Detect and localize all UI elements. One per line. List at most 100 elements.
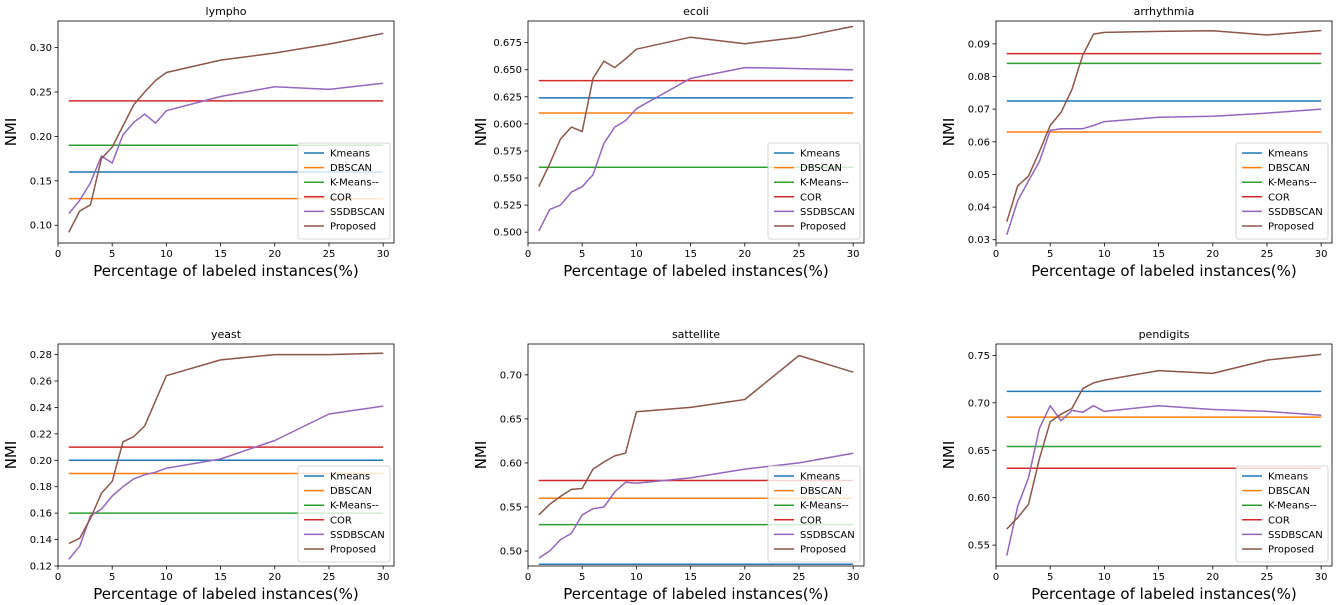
x-tick-label: 20: [1206, 572, 1219, 583]
y-tick-label: 0.60: [968, 493, 990, 504]
y-tick-label: 0.10: [30, 221, 52, 232]
y-tick-label: 0.600: [493, 119, 522, 130]
x-tick-label: 0: [55, 249, 61, 260]
chart-title: arrhythmia: [1134, 5, 1195, 18]
y-tick-label: 0.08: [968, 72, 990, 83]
y-tick-label: 0.30: [30, 43, 52, 54]
legend-label: DBSCAN: [330, 163, 372, 174]
legend: Kmeans DBSCAN K-Means-- COR SSDBSCAN Proposed: [1235, 142, 1329, 240]
series-line-proposed: [1006, 29, 1322, 223]
legend-label: COR: [330, 192, 352, 203]
legend: Kmeans DBSCAN K-Means-- COR SSDBSCAN Proposed: [297, 465, 391, 563]
legend-label: DBSCAN: [330, 486, 372, 497]
y-tick-label: 0.60: [500, 458, 522, 469]
x-tick-label: 25: [323, 249, 336, 260]
legend-label: SSDBSCAN: [800, 530, 855, 541]
x-tick-label: 30: [847, 249, 860, 260]
x-tick-label: 0: [993, 249, 999, 260]
legend-label: Kmeans: [330, 472, 370, 483]
y-tick-label: 0.18: [30, 482, 52, 493]
y-tick-label: 0.20: [30, 132, 52, 143]
y-tick-label: 0.75: [968, 351, 990, 362]
legend: Kmeans DBSCAN K-Means-- COR SSDBSCAN Proposed: [767, 465, 861, 563]
x-tick-label: 20: [268, 249, 281, 260]
x-axis-label: Percentage of labeled instances(%): [1031, 585, 1297, 603]
y-axis-label: NMI: [472, 441, 490, 470]
chart-title: sattellite: [672, 328, 720, 341]
y-tick-label: 0.650: [493, 65, 522, 76]
series-line-ssdbscan: [538, 452, 854, 559]
x-tick-label: 0: [525, 572, 531, 583]
legend-label: K-Means--: [330, 501, 379, 512]
chart-title: ecoli: [683, 5, 709, 18]
axes-frame: [995, 343, 1333, 567]
series-line-proposed: [68, 32, 384, 233]
x-axis-label: Percentage of labeled instances(%): [93, 585, 359, 603]
y-tick-label: 0.55: [968, 541, 990, 552]
legend-label: DBSCAN: [800, 486, 842, 497]
x-tick-label: 20: [738, 249, 751, 260]
x-tick-label: 10: [1098, 572, 1111, 583]
y-axis-label: NMI: [940, 118, 958, 147]
legend-label: Kmeans: [1268, 149, 1308, 160]
chart-3: yeast 0 5 10 15 20 25 30 0.12 0.14 0.16 0.18 0.20 0.2…: [2, 328, 395, 603]
legend-label: Proposed: [1268, 545, 1314, 556]
y-tick-label: 0.65: [500, 414, 522, 425]
y-tick-label: 0.575: [493, 146, 522, 157]
legend-label: COR: [1268, 515, 1290, 526]
x-axis-label: Percentage of labeled instances(%): [563, 585, 829, 603]
x-tick-label: 0: [55, 572, 61, 583]
y-axis-label: NMI: [940, 441, 958, 470]
axes-frame: [527, 20, 865, 244]
x-axis-label: Percentage of labeled instances(%): [1031, 262, 1297, 280]
x-tick-label: 30: [377, 572, 390, 583]
x-tick-label: 15: [684, 249, 697, 260]
x-tick-label: 10: [160, 249, 173, 260]
x-axis-label: Percentage of labeled instances(%): [563, 262, 829, 280]
x-tick-label: 5: [1047, 572, 1053, 583]
series-line-ssdbscan: [1006, 404, 1322, 556]
chart-title: pendigits: [1139, 328, 1190, 341]
legend-label: Kmeans: [1268, 472, 1308, 483]
axes-frame: [57, 343, 395, 567]
x-tick-label: 5: [109, 572, 115, 583]
x-tick-label: 5: [579, 572, 585, 583]
y-tick-label: 0.70: [968, 398, 990, 409]
x-tick-label: 20: [268, 572, 281, 583]
x-tick-label: 0: [993, 572, 999, 583]
chart-2: arrhythmia 0 5 10 15 20 25 30 0.03 0.04 0.05 0.06 0.…: [940, 5, 1333, 280]
legend-label: K-Means--: [330, 178, 379, 189]
series-line-proposed: [538, 25, 854, 188]
y-tick-label: 0.625: [493, 92, 522, 103]
y-tick-label: 0.550: [493, 174, 522, 185]
legend-label: COR: [1268, 192, 1290, 203]
chart-4: sattellite 0 5 10 15 20 25 30 0.50 0.55 0.60 0.65 0.…: [472, 328, 865, 603]
y-tick-label: 0.25: [30, 88, 52, 99]
chart-0: lympho 0 5 10 15 20 25 30 0.10 0.15 0.20 0.25 0.30 Pe…: [2, 5, 395, 280]
legend-label: COR: [330, 515, 352, 526]
y-tick-label: 0.22: [30, 429, 52, 440]
chart-1: ecoli 0 5 10 15 20 25 30 0.500 0.525 0.550 0.575 0.6…: [472, 5, 865, 280]
legend-label: DBSCAN: [1268, 486, 1310, 497]
x-tick-label: 5: [109, 249, 115, 260]
x-tick-label: 30: [847, 572, 860, 583]
chart-title: yeast: [211, 328, 242, 341]
y-tick-label: 0.20: [30, 456, 52, 467]
axes-frame: [57, 20, 395, 244]
y-tick-label: 0.500: [493, 228, 522, 239]
x-tick-label: 30: [1315, 249, 1328, 260]
x-tick-label: 25: [793, 249, 806, 260]
series-line-ssdbscan: [1006, 108, 1322, 236]
y-tick-label: 0.05: [968, 170, 990, 181]
x-tick-label: 10: [160, 572, 173, 583]
y-axis-label: NMI: [2, 441, 20, 470]
legend-label: Proposed: [1268, 222, 1314, 233]
y-tick-label: 0.16: [30, 509, 52, 520]
y-tick-label: 0.04: [968, 203, 990, 214]
legend-label: Proposed: [330, 545, 376, 556]
x-tick-label: 25: [1261, 572, 1274, 583]
legend-label: Kmeans: [330, 149, 370, 160]
y-tick-label: 0.09: [968, 39, 990, 50]
series-line-proposed: [538, 354, 854, 516]
